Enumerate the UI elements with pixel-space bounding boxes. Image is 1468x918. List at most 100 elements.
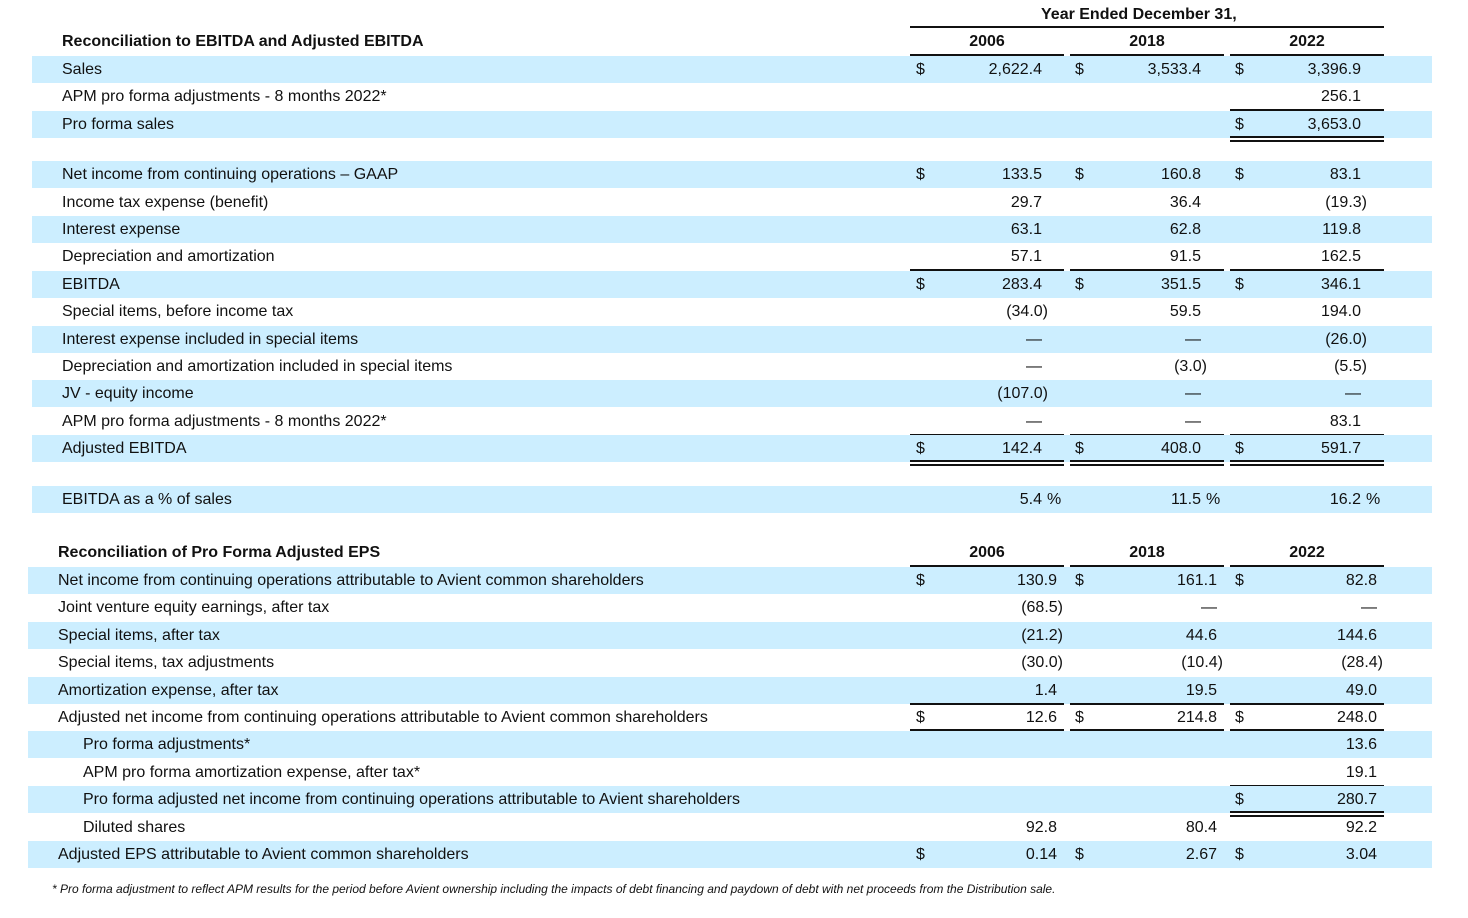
period-header: Year Ended December 31, xyxy=(1041,6,1237,23)
cell-value: 49.0 xyxy=(1345,681,1377,699)
row-label: Pro forma adjusted net income from conti… xyxy=(83,791,740,809)
row-label: EBITDA xyxy=(62,275,120,293)
cell-value: 2,622.4 xyxy=(988,61,1042,78)
total-double-rule xyxy=(1230,811,1384,818)
row-band xyxy=(32,325,1432,353)
subtotal-rule xyxy=(910,433,1064,436)
row-band xyxy=(32,161,1432,189)
dollar-sign: $ xyxy=(1235,166,1244,184)
year-rule xyxy=(1230,54,1384,56)
subtotal-rule xyxy=(910,269,1064,272)
year-header: 2006 xyxy=(969,544,1005,561)
cell-value: 144.6 xyxy=(1336,626,1377,644)
cell-value: — xyxy=(1201,599,1217,617)
cell-value: (26.0) xyxy=(1325,330,1367,348)
cell-value: (5.5) xyxy=(1334,358,1367,375)
cell-value: 591.7 xyxy=(1320,440,1361,458)
period-rule xyxy=(910,26,1384,28)
year-header: 2018 xyxy=(1129,544,1165,561)
row-label: APM pro forma adjustments - 8 months 202… xyxy=(62,88,387,106)
row-label: Special items, tax adjustments xyxy=(58,654,275,672)
dollar-sign: $ xyxy=(1235,846,1244,863)
dollar-sign: $ xyxy=(916,846,925,863)
section-title: Reconciliation to EBITDA and Adjusted EB… xyxy=(62,33,424,50)
cell-value: 19.5 xyxy=(1185,681,1217,699)
cell-value: 3,653.0 xyxy=(1307,115,1361,133)
dollar-sign: $ xyxy=(1235,572,1244,589)
cell-value: 248.0 xyxy=(1336,709,1377,726)
cell-value: (3.0) xyxy=(1174,358,1207,375)
cell-value: 63.1 xyxy=(1010,221,1042,238)
total-double-rule xyxy=(1230,135,1384,142)
cell-value: 19.1 xyxy=(1345,763,1377,781)
cell-value: 80.4 xyxy=(1185,818,1217,836)
row-band xyxy=(28,841,1432,868)
cell-value: 0.14 xyxy=(1025,846,1057,863)
row-label: Special items, before income tax xyxy=(62,303,294,321)
year-rule xyxy=(1070,54,1224,56)
dollar-sign: $ xyxy=(1235,709,1244,726)
dollar-sign: $ xyxy=(1075,846,1084,863)
subtotal-rule xyxy=(1230,433,1384,436)
row-label: Net income from continuing operations – … xyxy=(62,166,399,184)
row-label: Interest expense xyxy=(62,221,181,238)
total-double-rule xyxy=(1230,460,1384,467)
dollar-sign: $ xyxy=(916,166,925,184)
dollar-sign: $ xyxy=(1235,61,1244,78)
cell-value: 91.5 xyxy=(1169,248,1201,266)
cell-value: 44.6 xyxy=(1185,626,1217,644)
total-double-rule xyxy=(910,460,1064,467)
cell-value: — xyxy=(1185,330,1201,348)
cell-value: 83.1 xyxy=(1329,166,1361,184)
row-band xyxy=(28,676,1432,704)
row-label: Amortization expense, after tax xyxy=(58,681,279,699)
row-label: APM pro forma adjustments - 8 months 202… xyxy=(62,412,387,430)
subtotal-rule xyxy=(1230,109,1384,112)
row-label: Interest expense included in special ite… xyxy=(62,330,359,348)
cell-value: 29.7 xyxy=(1010,193,1042,211)
dollar-sign: $ xyxy=(1235,440,1244,458)
cell-value: (21.2) xyxy=(1021,626,1063,644)
percent-sign: % xyxy=(1047,490,1062,508)
row-label: Special items, after tax xyxy=(58,626,220,644)
cell-value: (28.4) xyxy=(1341,654,1383,672)
cell-value: 280.7 xyxy=(1336,791,1377,809)
section-title: Reconciliation of Pro Forma Adjusted EPS xyxy=(58,544,381,561)
dollar-sign: $ xyxy=(916,440,925,458)
year-rule xyxy=(1230,565,1384,567)
row-band xyxy=(28,786,1432,814)
row-label: Pro forma adjustments* xyxy=(83,736,251,754)
row-label: Depreciation and amortization xyxy=(62,248,275,266)
cell-value: 346.1 xyxy=(1320,275,1361,293)
dollar-sign: $ xyxy=(1235,275,1244,293)
dollar-sign: $ xyxy=(1075,440,1084,458)
cell-value: (34.0) xyxy=(1006,303,1048,321)
cell-value: 408.0 xyxy=(1160,440,1201,458)
cell-value: — xyxy=(1026,412,1042,430)
row-band xyxy=(32,270,1432,298)
dollar-sign: $ xyxy=(916,709,925,726)
cell-value: 12.6 xyxy=(1025,709,1057,726)
percent-sign: % xyxy=(1366,490,1381,508)
row-label: Adjusted EPS attributable to Avient comm… xyxy=(58,846,469,863)
subtotal-rule xyxy=(1230,702,1384,705)
dollar-sign: $ xyxy=(1235,115,1244,133)
cell-value: 142.4 xyxy=(1001,440,1042,458)
cell-value: 11.5 xyxy=(1171,490,1201,508)
cell-value: 59.5 xyxy=(1169,303,1201,321)
subtotal-rule xyxy=(1070,433,1224,436)
cell-value: 256.1 xyxy=(1320,88,1361,106)
dollar-sign: $ xyxy=(1075,61,1084,78)
cell-value: 161.1 xyxy=(1176,572,1217,589)
cell-value: 82.8 xyxy=(1345,572,1377,589)
cell-value: (10.4) xyxy=(1181,654,1223,672)
cell-value: 1.4 xyxy=(1034,681,1057,699)
dollar-sign: $ xyxy=(1075,275,1084,293)
row-label: JV - equity income xyxy=(62,385,194,403)
cell-value: 5.4 xyxy=(1019,490,1042,508)
row-label: Income tax expense (benefit) xyxy=(62,193,269,211)
cell-value: 214.8 xyxy=(1176,709,1217,726)
row-label: Pro forma sales xyxy=(62,115,175,133)
row-label: APM pro forma amortization expense, afte… xyxy=(83,763,421,781)
cell-value: 130.9 xyxy=(1016,572,1057,589)
